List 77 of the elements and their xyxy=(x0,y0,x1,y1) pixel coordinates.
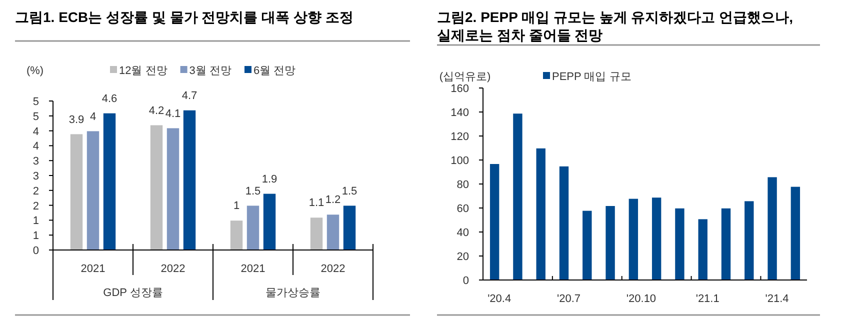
y-tick-label: 40 xyxy=(456,227,469,239)
data-label: 4.6 xyxy=(102,92,118,105)
y-tick-label: 120 xyxy=(450,131,469,143)
bar xyxy=(582,210,593,280)
bar xyxy=(342,204,356,250)
legend-label: 12월 전망 xyxy=(119,65,168,77)
bar xyxy=(674,208,686,280)
y-tick-label: 5 xyxy=(32,96,39,108)
bar xyxy=(70,133,84,250)
y-tick-label: 4 xyxy=(32,126,39,138)
bar xyxy=(262,192,276,250)
y-tick-label: 0 xyxy=(32,245,39,257)
y-tick-label: 5 xyxy=(32,110,39,123)
data-label: 4.7 xyxy=(182,90,198,102)
x-tick-label: '20.4 xyxy=(488,293,512,305)
y-tick-label: 1 xyxy=(32,215,39,228)
bar xyxy=(604,205,616,280)
y-tick-label: 3 xyxy=(32,170,39,182)
bar xyxy=(558,166,570,280)
y-tick-label: 3 xyxy=(32,156,39,168)
chart-title: 그림2. PEPP 매입 규모는 높게 유지하겠다고 언급했으나, 실제로는 점차 줄어들 전망 xyxy=(437,9,794,43)
x-tick-label: 2022 xyxy=(320,263,346,275)
bar xyxy=(766,176,778,280)
data-label: 1.5 xyxy=(342,185,358,198)
bar xyxy=(790,186,801,280)
x-tick-label: '20.10 xyxy=(626,293,656,305)
bar xyxy=(326,214,340,250)
y-axis-title: (%) xyxy=(26,65,44,77)
bar xyxy=(720,208,732,280)
y-tick-label: 80 xyxy=(456,179,469,191)
y-tick-label: 140 xyxy=(450,107,469,119)
x-tick-label: '20.7 xyxy=(557,293,581,305)
data-label: 1.5 xyxy=(245,185,261,198)
x-tick-label: '21.1 xyxy=(696,293,720,305)
text: GDP 성장률 xyxy=(103,287,163,299)
y-tick-label: 1 xyxy=(32,230,39,242)
data-label: 1.1 xyxy=(308,197,324,210)
bar xyxy=(166,127,180,250)
data-label: 4 xyxy=(90,110,96,123)
y-tick-label: 60 xyxy=(456,203,469,215)
bar xyxy=(246,204,260,250)
x-tick-label: '21.4 xyxy=(765,293,789,305)
data-label: 4.1 xyxy=(165,108,181,120)
y-tick-label: 100 xyxy=(450,155,469,167)
legend-label: PEPP 매입 규모 xyxy=(552,71,632,83)
y-tick-label: 20 xyxy=(456,251,469,263)
x-tick-label: 2021 xyxy=(240,263,266,275)
bar xyxy=(628,198,639,280)
x-tick-label: 2022 xyxy=(160,263,186,275)
bar xyxy=(535,148,546,280)
bar xyxy=(651,196,662,280)
chart-title: 그림1. ECB는 성장률 및 물가 전망치를 대폭 상향 조정 xyxy=(15,9,354,25)
bar xyxy=(182,110,196,250)
bar xyxy=(102,112,116,250)
x-tick-label: 2021 xyxy=(80,263,106,275)
bar xyxy=(512,112,524,280)
bar xyxy=(86,130,100,250)
bar xyxy=(230,220,244,250)
bar xyxy=(697,218,708,280)
y-tick-label: 2 xyxy=(32,200,39,212)
data-label: 1 xyxy=(233,200,240,212)
data-label: 4.2 xyxy=(148,104,164,117)
text: 물가상승률 xyxy=(266,287,320,299)
y-tick-label: 0 xyxy=(462,275,469,287)
y-axis-title: (십억유로) xyxy=(439,71,491,83)
legend-label: 6월 전망 xyxy=(253,65,296,77)
bar xyxy=(150,124,164,250)
y-tick-label: 2 xyxy=(32,185,39,198)
data-label: 1.9 xyxy=(262,173,278,186)
bar xyxy=(489,163,500,280)
bar xyxy=(310,216,324,250)
y-tick-label: 4 xyxy=(32,140,39,153)
data-label: 1.2 xyxy=(325,194,341,206)
data-label: 3.9 xyxy=(68,114,84,126)
y-tick-label: 160 xyxy=(450,83,469,95)
bar xyxy=(744,200,755,280)
legend-label: 3월 전망 xyxy=(189,65,232,77)
